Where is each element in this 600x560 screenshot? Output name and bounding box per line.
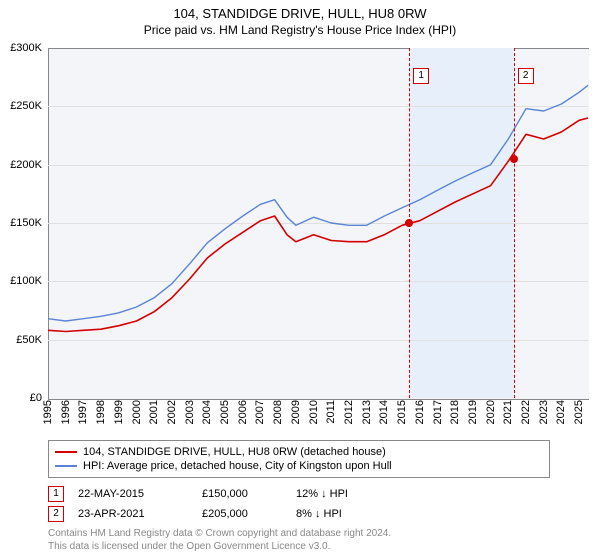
x-tick-label: 2016: [414, 400, 426, 424]
x-tick-label: 2022: [520, 400, 532, 424]
x-tick-label: 2003: [184, 400, 196, 424]
y-tick-label: £150K: [10, 217, 42, 229]
x-tick-label: 1999: [113, 400, 125, 424]
transactions-table: 1 22-MAY-2015 £150,000 12% ↓ HPI 2 23-APR-202…: [48, 484, 396, 524]
x-tick-label: 2017: [432, 400, 444, 424]
y-tick-label: £200K: [10, 159, 42, 171]
marker-dashed-line: [514, 48, 515, 398]
transaction-row: 1 22-MAY-2015 £150,000 12% ↓ HPI: [48, 484, 396, 504]
footer: Contains HM Land Registry data © Crown c…: [48, 528, 391, 553]
footer-line: Contains HM Land Registry data © Crown c…: [48, 528, 391, 541]
legend-label: HPI: Average price, detached house, City…: [83, 460, 392, 472]
x-tick-label: 2001: [148, 400, 160, 424]
x-tick-label: 2011: [325, 400, 337, 424]
x-tick-label: 2025: [573, 400, 585, 424]
marker-ref-box: 1: [48, 486, 64, 502]
transaction-pct: 12% ↓ HPI: [296, 488, 396, 500]
legend-label: 104, STANDIDGE DRIVE, HULL, HU8 0RW (det…: [83, 446, 386, 458]
x-tick-label: 2013: [361, 400, 373, 424]
x-tick-label: 1996: [60, 400, 72, 424]
x-tick-label: 1997: [77, 400, 89, 424]
x-tick-label: 2008: [272, 400, 284, 424]
x-tick-label: 2006: [237, 400, 249, 424]
marker-dot: [510, 155, 518, 163]
x-tick-label: 2023: [538, 400, 550, 424]
footer-line: This data is licensed under the Open Gov…: [48, 541, 391, 554]
x-tick-label: 1995: [42, 400, 54, 424]
line-chart: £0£50K£100K£150K£200K£250K£300K 19951996…: [48, 48, 588, 398]
transaction-price: £150,000: [202, 488, 282, 500]
x-tick-label: 2014: [378, 400, 390, 424]
marker-dot: [405, 219, 413, 227]
transaction-row: 2 23-APR-2021 £205,000 8% ↓ HPI: [48, 504, 396, 524]
x-tick-label: 2012: [343, 400, 355, 424]
legend-item-property: 104, STANDIDGE DRIVE, HULL, HU8 0RW (det…: [55, 445, 543, 459]
marker-box: 2: [518, 68, 534, 84]
x-tick-label: 2000: [131, 400, 143, 424]
x-tick-label: 2002: [166, 400, 178, 424]
y-tick-label: £50K: [16, 334, 42, 346]
marker-box: 1: [413, 68, 429, 84]
x-tick-label: 2018: [449, 400, 461, 424]
y-tick-label: £300K: [10, 42, 42, 54]
page: 104, STANDIDGE DRIVE, HULL, HU8 0RW Pric…: [0, 0, 600, 560]
transaction-pct: 8% ↓ HPI: [296, 508, 396, 520]
x-tick-label: 2007: [254, 400, 266, 424]
y-tick-label: £0: [30, 392, 42, 404]
chart-lines: [48, 48, 588, 398]
y-tick-label: £250K: [10, 100, 42, 112]
legend: 104, STANDIDGE DRIVE, HULL, HU8 0RW (det…: [48, 440, 550, 478]
page-title: 104, STANDIDGE DRIVE, HULL, HU8 0RW: [0, 0, 600, 21]
x-tick-label: 2010: [308, 400, 320, 424]
y-tick-label: £100K: [10, 275, 42, 287]
x-tick-label: 1998: [95, 400, 107, 424]
marker-ref-box: 2: [48, 506, 64, 522]
legend-item-hpi: HPI: Average price, detached house, City…: [55, 459, 543, 473]
x-tick-label: 2005: [219, 400, 231, 424]
x-tick-label: 2015: [396, 400, 408, 424]
legend-swatch: [55, 465, 77, 467]
legend-swatch: [55, 451, 77, 453]
x-tick-label: 2020: [485, 400, 497, 424]
transaction-price: £205,000: [202, 508, 282, 520]
x-tick-label: 2004: [201, 400, 213, 424]
x-tick-label: 2009: [290, 400, 302, 424]
x-tick-label: 2024: [555, 400, 567, 424]
transaction-date: 23-APR-2021: [78, 508, 188, 520]
x-tick-label: 2021: [502, 400, 514, 424]
page-subtitle: Price paid vs. HM Land Registry's House …: [0, 21, 600, 37]
x-tick-label: 2019: [467, 400, 479, 424]
transaction-date: 22-MAY-2015: [78, 488, 188, 500]
